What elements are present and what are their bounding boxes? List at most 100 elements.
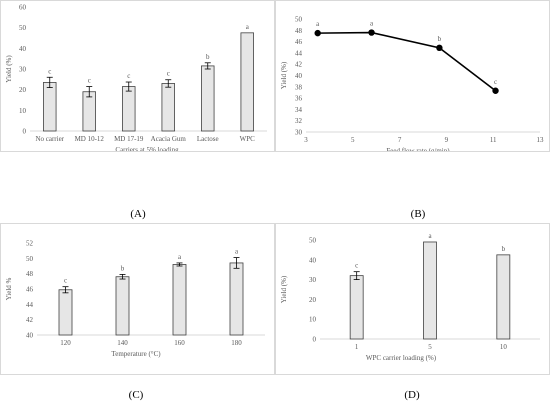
y-axis-title: Yield (%) [280,61,288,89]
x-tick-label: 7 [398,136,402,144]
x-tick-label: 3 [304,136,308,144]
data-point [492,87,499,94]
x-tick-label: 13 [537,136,545,144]
y-tick-label: 48 [26,270,34,278]
x-tick-label: Acacia Gum [151,135,187,143]
significance-letter: c [167,70,170,78]
y-tick-label: 30 [19,66,27,74]
x-tick-label: Lactose [197,135,219,143]
significance-letter: c [48,67,51,75]
data-point [314,29,321,37]
y-tick-label: 20 [19,86,27,94]
x-axis-title: Temperature (°C) [111,350,161,358]
significance-letter: b [438,35,442,43]
x-tick-label: 5 [351,136,355,144]
significance-letter: a [235,248,239,256]
y-tick-label: 48 [295,27,303,35]
x-tick-label: MD 17-19 [114,135,144,143]
bar [496,254,511,340]
significance-letter: c [355,262,358,270]
y-tick-label: 42 [26,316,34,324]
x-tick-label: 10 [500,343,508,351]
significance-letter: c [88,77,91,85]
y-tick-label: 44 [26,301,34,309]
chart-a: 0 10 20 30 40 50 60 c No carrier c MD 10-12 c MD 17-… [5,4,267,151]
x-tick-label: 120 [60,339,71,347]
x-axis-title: WPC carrier loading (%) [366,354,437,362]
x-axis-title: Carriers at 5% loading [115,146,179,151]
bar [240,32,254,132]
chart-b: 30 32 34 36 38 40 42 44 46 48 50 3 5 7 9 11 13 a a b c Feed f… [280,16,545,152]
data-point [436,44,443,52]
bar [172,264,187,336]
series-line [317,31,497,92]
y-axis-title: Yield % [5,277,13,300]
y-tick-label: 40 [26,332,34,340]
bar [122,86,136,132]
significance-letter: a [428,232,432,240]
x-tick-label: MD 10-12 [75,135,105,143]
panel-label-b: (B) [410,208,426,220]
bar [115,276,130,336]
panel-label-a: (A) [130,208,146,220]
y-tick-label: 30 [295,129,303,137]
significance-letter: b [206,53,210,61]
panel-label-c: (C) [128,389,144,401]
x-tick-label: 160 [174,339,185,347]
y-tick-label: 34 [295,106,303,114]
y-tick-label: 36 [295,95,303,103]
significance-letter: a [370,20,374,28]
bar [229,262,244,336]
x-tick-label: 1 [355,343,359,351]
y-tick-label: 10 [309,316,317,324]
y-tick-label: 42 [295,61,303,69]
panel-label-d: (D) [404,389,420,401]
significance-letter: c [127,72,130,80]
bar [82,91,96,132]
significance-letter: a [178,253,182,261]
y-tick-label: 44 [295,49,303,57]
y-tick-label: 50 [26,255,34,263]
y-tick-label: 52 [26,240,34,248]
y-tick-label: 0 [313,336,317,344]
panel-a: 0 10 20 30 40 50 60 c No carrier c MD 10-12 c MD 17-… [0,0,275,152]
significance-letter: a [246,23,250,31]
y-tick-label: 40 [295,72,303,80]
x-tick-label: 180 [231,339,242,347]
x-tick-label: 9 [445,136,449,144]
chart-d: 0 10 20 30 40 50 c 1 a 5 b 10 WPC carrier loading (%… [280,232,540,362]
bar [349,275,364,340]
bar [201,65,215,132]
y-tick-label: 50 [309,237,317,245]
significance-letter: b [121,264,125,272]
x-axis-title: Feed flow rate (g/min) [386,147,450,151]
significance-letter: c [494,78,497,86]
y-tick-label: 40 [309,256,317,264]
panel-c: 40 42 44 46 48 50 52 c 120 b 140 a 160 a 180 Temperatur… [0,223,275,375]
bar [58,289,73,336]
y-tick-label: 60 [19,4,27,12]
significance-letter: c [64,277,67,285]
data-point [368,29,375,36]
y-tick-label: 38 [295,83,303,91]
panel-d: 0 10 20 30 40 50 c 1 a 5 b 10 WPC carrier loading (%… [275,223,550,375]
x-tick-label: 5 [428,343,432,351]
y-axis-title: Yield (%) [5,55,13,83]
x-tick-label: 11 [490,136,497,144]
y-tick-label: 50 [295,16,303,24]
y-tick-label: 10 [19,107,27,115]
y-tick-label: 46 [26,286,34,294]
y-axis-title: Yield (%) [280,275,288,303]
chart-c: 40 42 44 46 48 50 52 c 120 b 140 a 160 a 180 Temperatur… [5,240,265,358]
significance-letter: a [316,20,320,28]
y-tick-label: 50 [19,24,27,32]
significance-letter: b [502,245,506,253]
bar [161,83,175,132]
chart-frame-c [0,223,275,375]
y-tick-label: 20 [309,296,317,304]
chart-frame-a [0,0,275,152]
y-tick-label: 0 [23,128,27,136]
y-tick-label: 32 [295,117,303,125]
panel-b: 30 32 34 36 38 40 42 44 46 48 50 3 5 7 9 11 13 a a b c Feed f… [275,0,550,152]
y-tick-label: 30 [309,276,317,284]
